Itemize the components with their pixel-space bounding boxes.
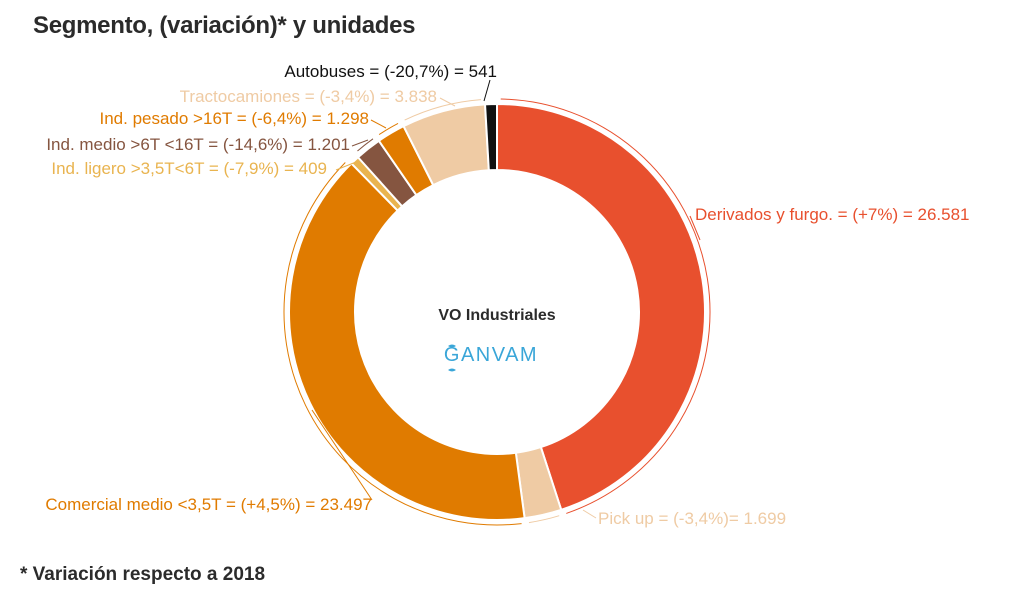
slice-bracket-6 xyxy=(378,122,399,136)
center-label: VO Industriales xyxy=(438,307,555,324)
slice-label-2: Pick up = (-3,4%)= 1.699 xyxy=(598,509,786,528)
donut-slice-1 xyxy=(496,102,706,512)
slice-label-6: Ind. pesado >16T = (-6,4%) = 1.298 xyxy=(99,109,369,128)
leader-line-8 xyxy=(483,79,491,102)
footnote: * Variación respecto a 2018 xyxy=(20,564,266,585)
leader-line-2 xyxy=(582,509,597,519)
leader-line-1 xyxy=(689,215,701,241)
slice-bracket-7 xyxy=(404,99,482,121)
slice-label-8: Autobuses = (-20,7%) = 541 xyxy=(284,62,497,81)
leader-line-5 xyxy=(351,139,369,147)
leader-lines-layer xyxy=(283,79,711,526)
donut-slice-3 xyxy=(287,162,526,521)
logo-text: GANVAM xyxy=(444,344,538,366)
leader-line-6 xyxy=(370,119,387,129)
slice-bracket-1 xyxy=(500,98,711,514)
slice-bracket-2 xyxy=(528,515,560,524)
slice-bracket-3 xyxy=(283,162,522,526)
donut-slice-8 xyxy=(483,102,498,172)
slice-label-5: Ind. medio >6T <16T = (-14,6%) = 1.201 xyxy=(46,135,350,154)
slice-label-1: Derivados y furgo. = (+7%) = 26.581 xyxy=(695,205,970,224)
logo-mark xyxy=(448,344,456,348)
slice-label-3: Comercial medio <3,5T = (+4,5%) = 23.497 xyxy=(45,495,372,514)
logo-mark-bottom xyxy=(448,368,456,372)
leader-line-7 xyxy=(439,97,456,107)
ganvam-logo: GANVAM xyxy=(444,344,538,372)
labels-layer: Derivados y furgo. = (+7%) = 26.581 Pick … xyxy=(45,62,969,528)
slice-bracket-5 xyxy=(357,138,374,152)
chart-title: Segmento, (variación)* y unidades xyxy=(33,12,416,39)
slice-label-4: Ind. ligero >3,5T<6T = (-7,9%) = 409 xyxy=(51,159,327,178)
leader-line-3 xyxy=(311,409,373,501)
leader-line-4 xyxy=(335,161,357,171)
slice-label-7: Tractocamiones = (-3,4%) = 3.838 xyxy=(180,87,437,106)
slices-layer xyxy=(287,102,706,521)
